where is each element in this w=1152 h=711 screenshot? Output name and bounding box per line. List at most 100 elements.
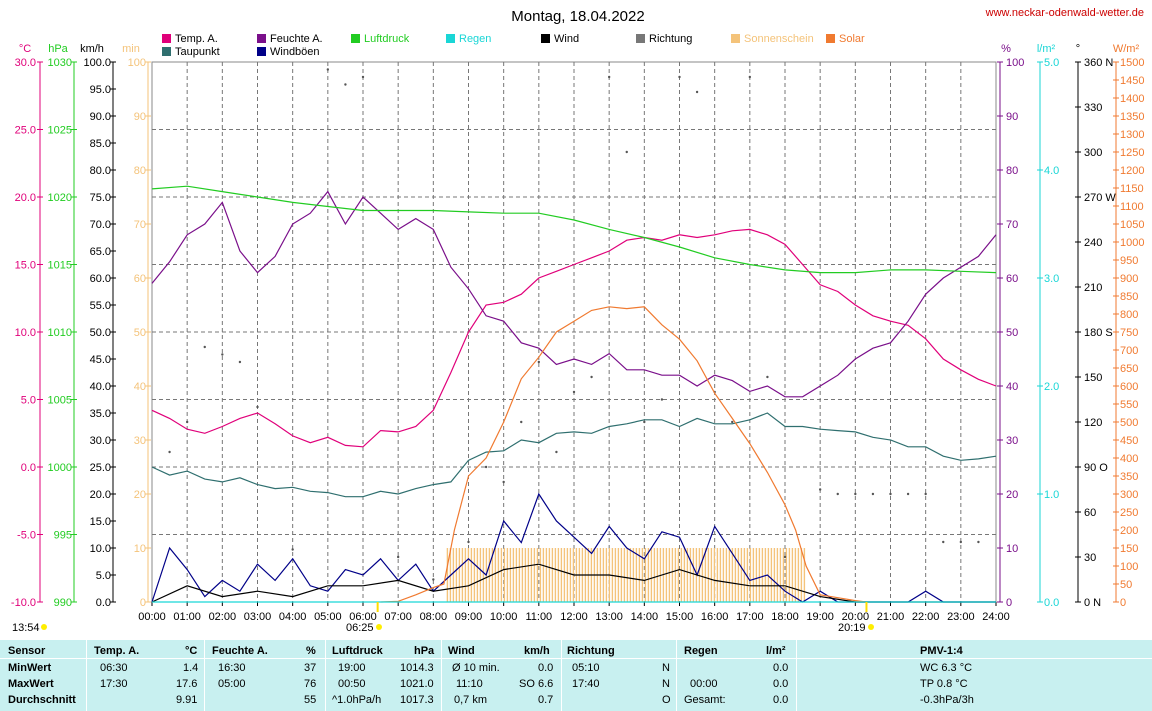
dir-axis-tick-label: 150 xyxy=(1084,372,1102,384)
wind-axis-tick-label: 70.0 xyxy=(90,219,111,231)
solar-axis-tick-label: 1350 xyxy=(1120,111,1144,123)
hum-axis-unit: % xyxy=(1001,43,1011,55)
press-axis-tick-label: 1025 xyxy=(48,125,72,137)
wind-axis-tick-label: 30.0 xyxy=(90,435,111,447)
temp-axis-tick-label: -10.0 xyxy=(11,597,36,609)
legend-swatch xyxy=(636,34,645,43)
direction-point xyxy=(660,398,664,401)
direction-point xyxy=(924,492,927,496)
dir-min-time: 05:10 xyxy=(572,662,600,674)
legend-label: Feuchte A. xyxy=(270,33,323,45)
press-axis-tick-label: 990 xyxy=(54,597,72,609)
direction-point xyxy=(396,555,400,559)
direction-point xyxy=(590,375,593,379)
dir-max-value: N xyxy=(662,678,670,690)
dir-min-value: N xyxy=(662,662,670,674)
legend-label: Temp. A. xyxy=(175,33,218,45)
x-tick-label: 09:00 xyxy=(455,611,483,623)
temp-max-value: 17.6 xyxy=(176,678,198,690)
legend-swatch xyxy=(351,34,360,43)
hum-max-time: 05:00 xyxy=(218,678,246,690)
direction-point xyxy=(783,555,787,559)
sun-axis-tick-label: 70 xyxy=(134,219,146,231)
temp-axis-tick-label: 5.0 xyxy=(21,395,36,407)
press-trend: ^1.0hPa/h xyxy=(332,694,382,706)
solar-axis-tick-label: 1500 xyxy=(1120,57,1144,69)
direction-point xyxy=(484,465,488,469)
wind-min-value: 0.0 xyxy=(538,662,554,674)
x-tick-label: 12:00 xyxy=(560,611,588,623)
now-sun-icon xyxy=(41,624,47,630)
solar-axis-tick-label: 1050 xyxy=(1120,219,1144,231)
sun-axis-tick-label: 10 xyxy=(134,543,146,555)
sun-axis-tick-label: 60 xyxy=(134,273,146,285)
press-axis-unit: hPa xyxy=(48,43,68,55)
wind-axis-tick-label: 25.0 xyxy=(90,462,111,474)
wind-axis-tick-label: 100.0 xyxy=(83,57,111,69)
solar-axis-tick-label: 800 xyxy=(1120,309,1138,321)
row-min: MinWert xyxy=(8,662,52,674)
solar-axis-tick-label: 150 xyxy=(1120,543,1138,555)
direction-point xyxy=(906,492,910,496)
legend-swatch xyxy=(257,47,266,56)
temp-axis-tick-label: 15.0 xyxy=(15,260,36,272)
direction-point xyxy=(959,540,963,544)
press-min-time: 19:00 xyxy=(338,662,366,674)
sun-axis-tick-label: 40 xyxy=(134,381,146,393)
rain-axis-tick-label: 2.0 xyxy=(1044,381,1059,393)
wind-axis-tick-label: 75.0 xyxy=(90,192,111,204)
direction-point xyxy=(361,75,365,79)
rain-axis-tick-label: 0.0 xyxy=(1044,597,1059,609)
x-tick-label: 20:00 xyxy=(842,611,870,623)
wind-axis-tick-label: 90.0 xyxy=(90,111,111,123)
hum-axis-tick-label: 40 xyxy=(1006,381,1018,393)
solar-axis-tick-label: 950 xyxy=(1120,255,1138,267)
dir-axis-tick-label: 30 xyxy=(1084,552,1096,564)
x-tick-label: 02:00 xyxy=(209,611,237,623)
dir-axis-tick-label: 360 N xyxy=(1084,57,1113,69)
hum-axis-tick-label: 90 xyxy=(1006,111,1018,123)
temp-axis-tick-label: 20.0 xyxy=(15,192,36,204)
legend: Temp. A.Taupunkt Feuchte A.Windböen Luftdr… xyxy=(162,33,865,58)
solar-axis-tick-label: 350 xyxy=(1120,471,1138,483)
dir-axis-unit: ° xyxy=(1076,43,1080,55)
sunset-time: 20:19 xyxy=(838,622,866,634)
site-url[interactable]: www.neckar-odenwald-wetter.de xyxy=(985,7,1144,19)
dir-axis-tick-label: 120 xyxy=(1084,417,1102,429)
temp-axis-tick-label: 0.0 xyxy=(21,462,36,474)
dir-axis-tick-label: 0 N xyxy=(1084,597,1101,609)
sun-axis-tick-label: 50 xyxy=(134,327,146,339)
temp-min-time: 06:30 xyxy=(100,662,128,674)
wind-axis-tick-label: 10.0 xyxy=(90,543,111,555)
direction-point xyxy=(432,578,435,581)
press-max-time: 00:50 xyxy=(338,678,366,690)
legend-swatch xyxy=(446,34,455,43)
legend-label: Sonnenschein xyxy=(744,33,814,45)
wind-axis-tick-label: 35.0 xyxy=(90,408,111,420)
solar-axis-tick-label: 300 xyxy=(1120,489,1138,501)
rain-total-value: 0.0 xyxy=(773,694,789,706)
wind-axis-tick-label: 55.0 xyxy=(90,300,111,312)
x-tick-label: 16:00 xyxy=(701,611,729,623)
legend-label: Luftdruck xyxy=(364,33,410,45)
legend-label: Solar xyxy=(839,33,865,45)
dir-max-time: 17:40 xyxy=(572,678,600,690)
solar-axis-tick-label: 1100 xyxy=(1120,201,1144,213)
series-feuchte-a- xyxy=(151,190,997,398)
wind-max-value: SO 6.6 xyxy=(519,678,554,690)
x-tick-label: 19:00 xyxy=(806,611,834,623)
hum-axis-tick-label: 30 xyxy=(1006,435,1018,447)
temp-min-value: 1.4 xyxy=(183,662,199,674)
temp-unit: °C xyxy=(185,645,198,657)
direction-point xyxy=(238,360,242,364)
solar-axis-tick-label: 900 xyxy=(1120,273,1138,285)
solar-axis-tick-label: 450 xyxy=(1120,435,1138,447)
wind-unit: km/h xyxy=(524,645,550,657)
x-tick-label: 10:00 xyxy=(490,611,518,623)
solar-axis-tick-label: 850 xyxy=(1120,291,1138,303)
wind-axis-tick-label: 15.0 xyxy=(90,516,111,528)
direction-point xyxy=(695,90,699,94)
direction-point xyxy=(467,540,470,544)
solar-axis-tick-label: 1250 xyxy=(1120,147,1144,159)
solar-axis-tick-label: 400 xyxy=(1120,453,1138,465)
